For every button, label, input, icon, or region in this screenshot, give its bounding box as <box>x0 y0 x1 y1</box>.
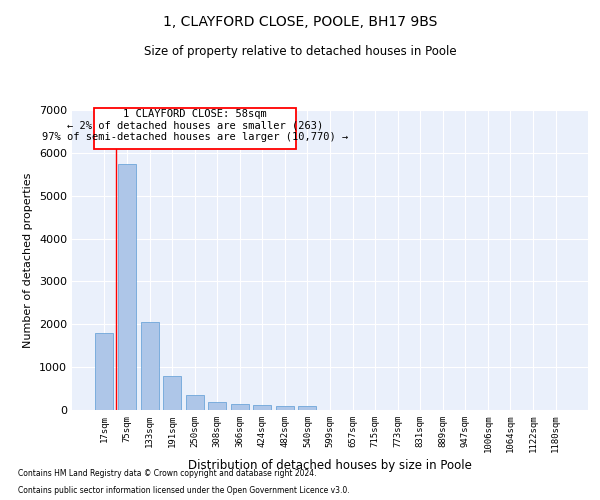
Bar <box>208 402 226 410</box>
Text: Contains public sector information licensed under the Open Government Licence v3: Contains public sector information licen… <box>18 486 350 495</box>
Bar <box>95 333 113 410</box>
Text: ← 2% of detached houses are smaller (263): ← 2% of detached houses are smaller (263… <box>67 120 323 130</box>
Text: 97% of semi-detached houses are larger (10,770) →: 97% of semi-detached houses are larger (… <box>42 132 349 142</box>
Bar <box>276 406 294 410</box>
X-axis label: Distribution of detached houses by size in Poole: Distribution of detached houses by size … <box>188 460 472 472</box>
Text: Contains HM Land Registry data © Crown copyright and database right 2024.: Contains HM Land Registry data © Crown c… <box>18 468 317 477</box>
Text: 1 CLAYFORD CLOSE: 58sqm: 1 CLAYFORD CLOSE: 58sqm <box>124 108 267 118</box>
Bar <box>298 406 316 410</box>
Text: Size of property relative to detached houses in Poole: Size of property relative to detached ho… <box>143 45 457 58</box>
Bar <box>231 404 249 410</box>
FancyBboxPatch shape <box>94 108 296 148</box>
Bar <box>140 322 158 410</box>
Text: 1, CLAYFORD CLOSE, POOLE, BH17 9BS: 1, CLAYFORD CLOSE, POOLE, BH17 9BS <box>163 15 437 29</box>
Bar <box>253 406 271 410</box>
Y-axis label: Number of detached properties: Number of detached properties <box>23 172 34 348</box>
Bar <box>163 376 181 410</box>
Bar <box>185 396 204 410</box>
Bar <box>118 164 136 410</box>
